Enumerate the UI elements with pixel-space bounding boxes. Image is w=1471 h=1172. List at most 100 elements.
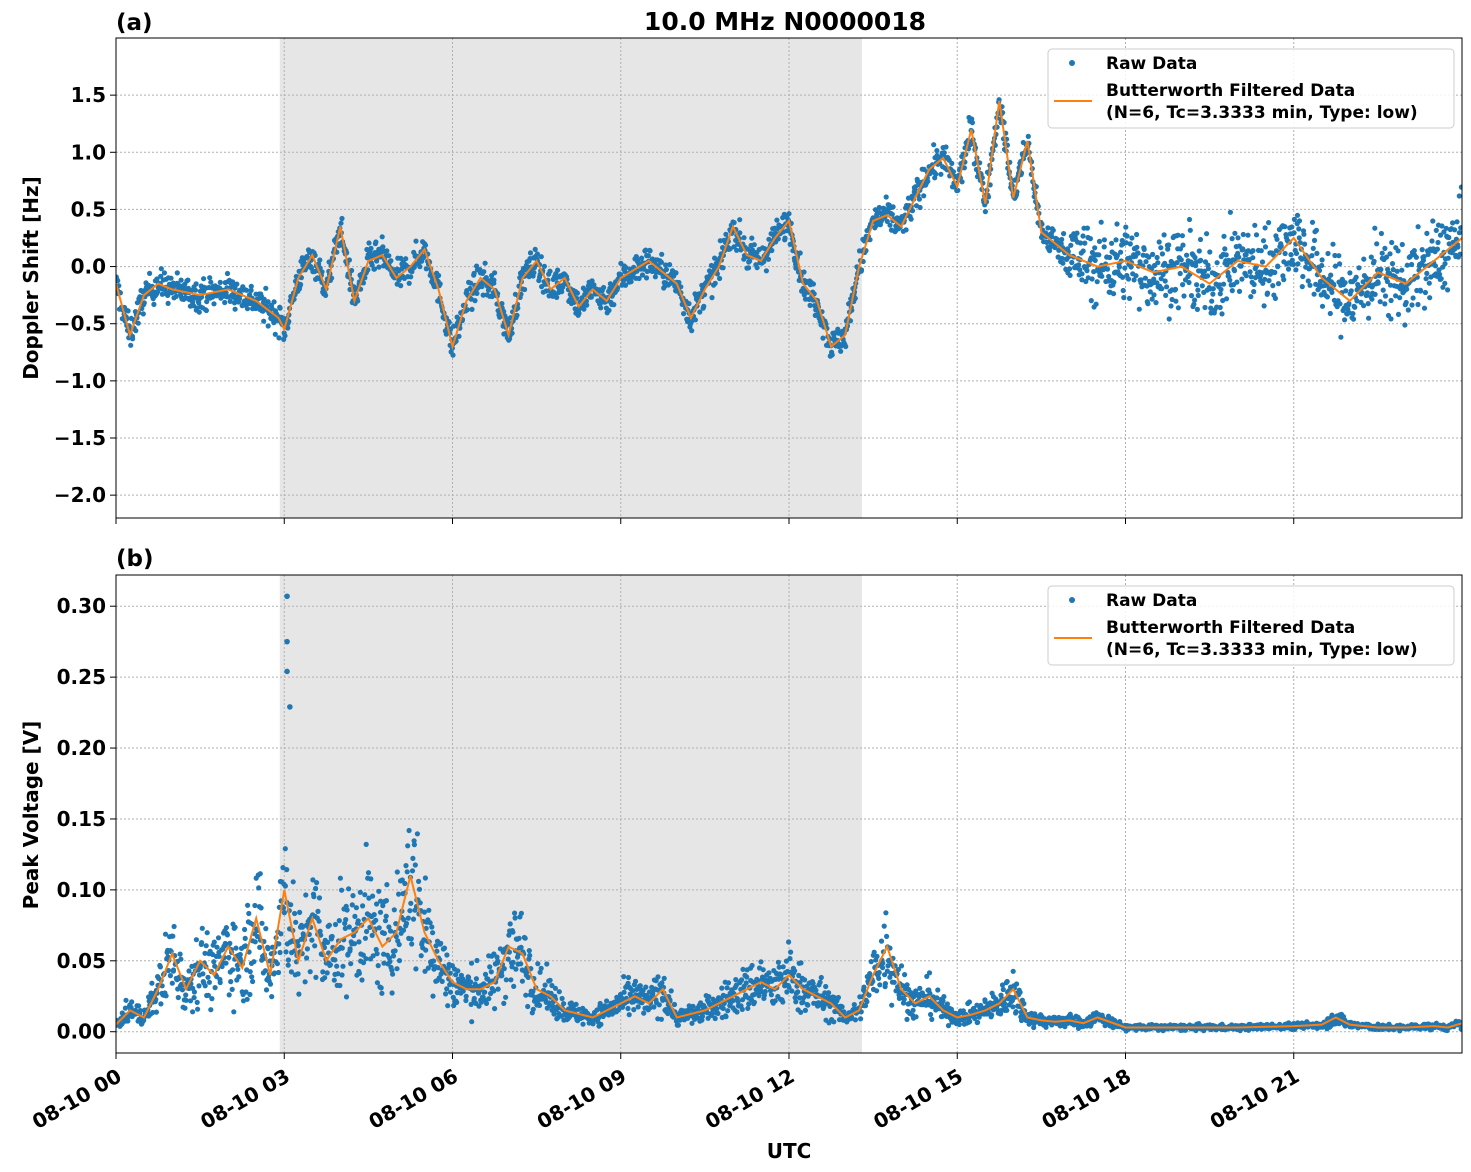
raw-data-point <box>324 970 330 976</box>
raw-data-point <box>554 294 560 300</box>
raw-data-point <box>242 943 249 949</box>
raw-data-point <box>337 982 343 989</box>
raw-data-point <box>1165 246 1171 252</box>
raw-data-point <box>1175 305 1181 311</box>
raw-data-point <box>387 928 394 934</box>
raw-data-point <box>1459 225 1462 231</box>
raw-data-point <box>607 281 614 287</box>
raw-data-point <box>161 270 167 276</box>
raw-data-point <box>606 307 612 313</box>
raw-data-point <box>433 943 439 949</box>
raw-data-point <box>1452 227 1458 233</box>
raw-data-point <box>538 254 544 260</box>
raw-data-point <box>735 999 741 1005</box>
raw-data-point <box>1275 281 1282 287</box>
raw-data-point <box>217 979 223 986</box>
raw-data-point <box>263 987 270 993</box>
raw-data-point <box>296 991 302 997</box>
raw-data-point <box>1395 248 1401 254</box>
raw-data-point <box>969 120 976 126</box>
raw-data-point <box>544 961 550 967</box>
raw-data-point <box>508 977 514 983</box>
raw-data-point <box>548 990 554 996</box>
raw-data-point <box>302 979 308 985</box>
raw-data-point <box>398 255 404 261</box>
raw-data-point <box>1380 287 1386 293</box>
raw-data-point <box>745 1005 751 1012</box>
raw-data-point <box>265 946 271 952</box>
raw-data-point <box>1172 286 1179 292</box>
raw-data-point <box>949 160 955 166</box>
raw-data-point <box>746 1001 752 1007</box>
raw-data-point <box>1325 250 1331 257</box>
raw-data-point <box>1343 288 1349 294</box>
x-axis-label: UTC <box>767 1139 812 1163</box>
raw-data-point <box>1079 277 1085 283</box>
raw-data-point <box>1120 274 1126 280</box>
raw-data-point <box>1109 240 1115 246</box>
raw-data-point <box>1443 225 1449 231</box>
raw-data-point <box>288 902 294 908</box>
raw-data-point <box>1319 257 1325 263</box>
raw-data-point <box>966 999 973 1005</box>
raw-data-point <box>1388 297 1394 304</box>
raw-data-point <box>355 918 361 924</box>
raw-data-point <box>205 992 211 998</box>
raw-data-point <box>723 1014 729 1020</box>
raw-data-point <box>927 990 933 996</box>
raw-data-point <box>1054 236 1060 242</box>
raw-data-point <box>376 888 382 894</box>
raw-data-point <box>468 960 475 966</box>
raw-data-point <box>510 929 516 935</box>
raw-data-point <box>338 220 344 226</box>
raw-data-point <box>1104 266 1111 272</box>
raw-data-point <box>1262 276 1268 282</box>
raw-data-point <box>990 1007 997 1013</box>
raw-data-point <box>1409 302 1415 308</box>
raw-data-point <box>530 1006 536 1012</box>
raw-data-point <box>317 257 323 263</box>
raw-data-point <box>256 885 262 891</box>
raw-data-point <box>884 218 890 224</box>
raw-data-point <box>1311 291 1317 297</box>
raw-data-point <box>167 973 173 979</box>
raw-data-point <box>434 948 440 954</box>
raw-data-point <box>359 977 365 983</box>
raw-data-point <box>371 912 377 918</box>
raw-data-point <box>396 891 402 897</box>
raw-data-point <box>243 989 249 995</box>
raw-data-point <box>1281 277 1287 283</box>
raw-data-point <box>463 997 469 1004</box>
raw-data-point <box>817 979 823 985</box>
raw-data-point <box>1258 248 1264 254</box>
raw-data-point <box>1192 297 1198 303</box>
raw-data-point <box>244 306 251 312</box>
raw-data-point <box>322 975 328 981</box>
raw-data-point <box>349 902 355 908</box>
raw-data-point <box>705 1015 711 1021</box>
raw-data-point <box>405 915 411 921</box>
raw-data-point <box>1291 216 1297 222</box>
raw-data-point <box>408 900 414 906</box>
raw-data-point <box>1377 299 1383 305</box>
raw-data-point <box>353 905 359 911</box>
raw-data-point <box>1301 231 1307 237</box>
raw-data-point <box>1309 219 1316 225</box>
raw-data-point <box>1450 220 1456 226</box>
raw-data-point <box>747 258 753 264</box>
raw-data-point <box>183 997 189 1003</box>
raw-data-point <box>717 275 723 282</box>
raw-data-point <box>556 989 562 995</box>
raw-data-point <box>1424 230 1430 236</box>
raw-data-point <box>168 275 174 281</box>
raw-data-point <box>128 1004 134 1011</box>
raw-data-point <box>362 935 368 941</box>
raw-data-point <box>417 900 423 906</box>
raw-data-point <box>880 965 886 971</box>
raw-data-point <box>625 974 632 981</box>
raw-data-point <box>423 947 429 953</box>
raw-data-point <box>417 264 423 270</box>
raw-data-point <box>639 255 645 261</box>
raw-data-point <box>903 227 909 233</box>
raw-data-point <box>934 148 940 154</box>
